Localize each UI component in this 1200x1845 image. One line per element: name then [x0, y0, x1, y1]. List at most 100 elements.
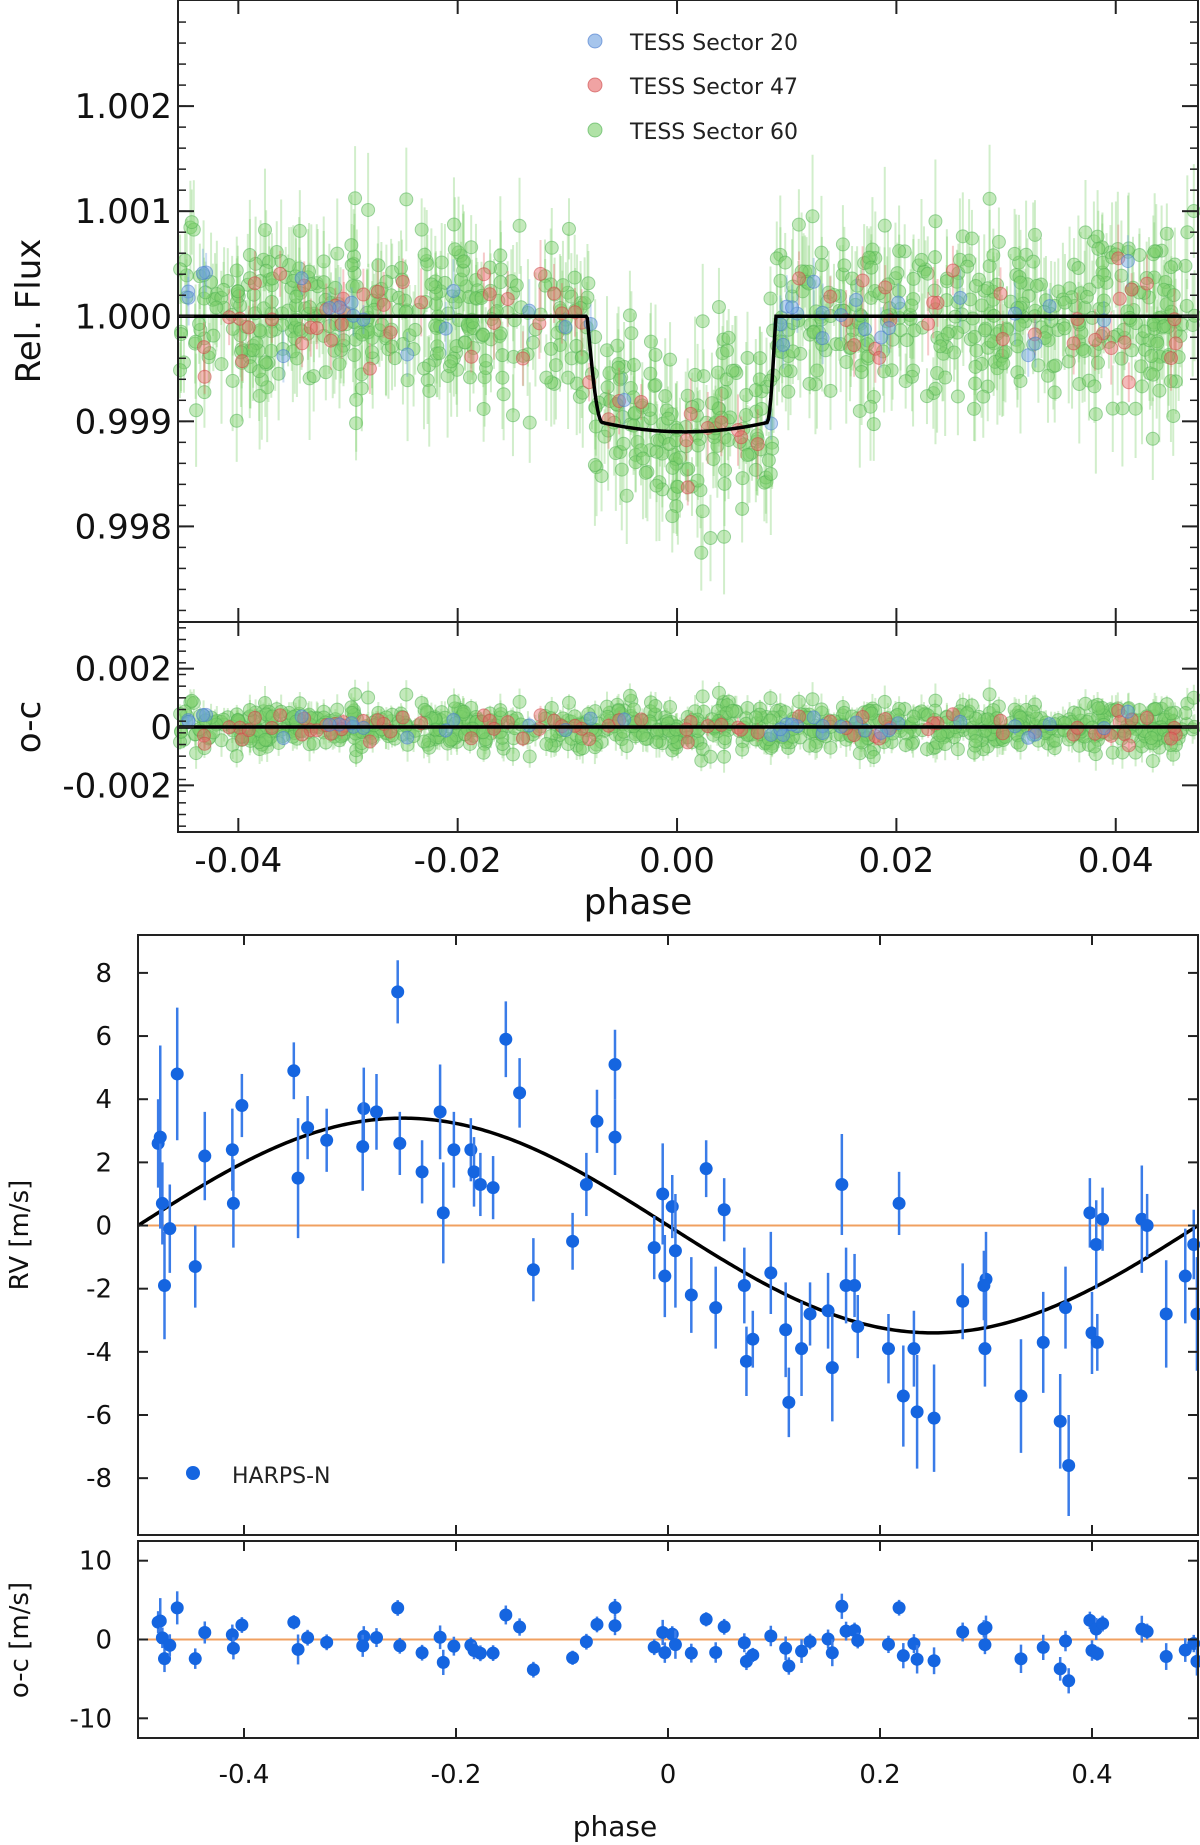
lc-point-sector-60-resid: [898, 738, 913, 752]
rv-point: [1089, 1237, 1103, 1251]
lc-point-sector-60: [1057, 295, 1072, 310]
lc-point-sector-60: [899, 333, 914, 348]
lc-point-sector-60: [661, 411, 676, 426]
rv-point: [158, 1279, 171, 1293]
lc-point-sector-60: [648, 378, 663, 393]
lc-point-sector-60: [1077, 343, 1092, 358]
lc-point-sector-60: [763, 291, 778, 306]
lc-point-sector-60: [348, 191, 363, 206]
rv-point: [1090, 1335, 1104, 1349]
rv-point: [779, 1323, 793, 1337]
lc-point-sector-60: [292, 223, 307, 238]
lc-point-sector-60: [630, 434, 645, 449]
lc-point-sector-60: [206, 328, 221, 343]
lc-point-sector-60-resid: [933, 728, 948, 743]
rv-point: [978, 1342, 992, 1356]
lc-point-sector-60: [544, 240, 559, 255]
lc-point-sector-60: [344, 238, 359, 253]
lc-point-sector-60: [791, 217, 806, 232]
lc-point-sector-60: [496, 387, 511, 402]
rv-point: [881, 1342, 895, 1356]
lc-point-sector-60: [967, 401, 982, 416]
lc-point-sector-60: [1179, 298, 1194, 313]
lc-point-sector-60: [696, 369, 711, 384]
rv-resid-point: [153, 1614, 167, 1628]
lc-point-sector-60: [611, 360, 626, 375]
lc-point-sector-60-resid: [635, 728, 650, 743]
lc-point-sector-60: [229, 263, 244, 278]
lc-point-sector-60: [478, 360, 493, 375]
lc-point-sector-60: [456, 254, 471, 269]
rv-xtick-label: -0.4: [219, 1760, 270, 1790]
rv-point: [737, 1279, 751, 1293]
lc-point-sector-60: [1078, 225, 1093, 240]
lc-point-sector-60-resid: [493, 703, 508, 718]
rv-point: [699, 1162, 713, 1176]
lc-point-sector-60: [857, 256, 872, 271]
lc-point-sector-60: [892, 284, 907, 299]
lc-point-sector-60: [706, 452, 721, 467]
lc-point-sector-60: [955, 229, 970, 244]
lc-point-sector-60-resid: [663, 700, 678, 715]
lc-point-sector-60: [1096, 293, 1111, 308]
lc-xtick-label: -0.04: [194, 841, 282, 881]
lc-point-sector-60: [968, 359, 983, 374]
lc-point-sector-60: [1166, 409, 1181, 424]
lc-point-sector-60: [716, 332, 731, 347]
lc-point-sector-20-resid: [294, 709, 309, 724]
lc-point-sector-60: [616, 436, 631, 451]
lc-point-sector-47: [247, 276, 262, 291]
rv-point: [608, 1130, 622, 1144]
lc-point-sector-60: [1115, 401, 1130, 416]
rv-point: [907, 1342, 921, 1356]
rv-resid-point: [163, 1638, 177, 1652]
rv-resid-ytick-label: 0: [95, 1626, 112, 1656]
lc-point-sector-60: [735, 501, 750, 516]
rv-point: [473, 1177, 487, 1191]
lc-point-sector-60: [610, 338, 625, 353]
lc-point-sector-60: [417, 247, 432, 262]
rv-resid-point: [356, 1639, 370, 1653]
rv-residual-plot-area: [138, 1591, 1200, 1694]
lc-point-sector-60: [904, 298, 919, 313]
rv-resid-point: [684, 1646, 698, 1660]
light-curve-residual-ylabel: o-c: [9, 701, 49, 753]
lc-point-sector-60: [214, 357, 229, 372]
lc-point-sector-47-resid: [921, 722, 936, 737]
rv-xtick-label: 0: [660, 1760, 677, 1790]
rv-point: [320, 1133, 334, 1147]
lc-point-sector-60-resid: [417, 702, 432, 717]
lc-point-sector-47: [855, 273, 870, 288]
lc-point-sector-47: [679, 433, 694, 448]
lc-point-sector-60: [1087, 379, 1102, 394]
lc-point-sector-60: [752, 351, 767, 366]
lc-point-sector-60: [1013, 373, 1028, 388]
rv-residual-ylabel: o-c [m/s]: [5, 1582, 35, 1698]
rv-point: [499, 1032, 513, 1046]
legend-label-sector-47: TESS Sector 47: [629, 75, 798, 100]
lc-point-sector-47-resid: [680, 735, 695, 750]
lc-point-sector-20-resid: [617, 712, 632, 727]
lc-point-sector-60: [289, 351, 304, 366]
light-curve-ylabel: Rel. Flux: [9, 239, 49, 384]
lc-point-sector-60: [1010, 365, 1025, 380]
lc-point-sector-60: [1105, 401, 1120, 416]
lc-point-sector-60: [346, 249, 361, 264]
lc-point-sector-60: [969, 343, 984, 358]
lc-point-sector-60: [1142, 333, 1157, 348]
lc-point-sector-60: [428, 297, 443, 312]
rv-point: [896, 1389, 910, 1403]
lc-xtick-label: 0.00: [639, 841, 715, 881]
lc-point-sector-60: [1168, 374, 1183, 389]
lc-point-sector-20: [344, 295, 359, 310]
rv-point: [764, 1266, 778, 1280]
lc-point-sector-60: [347, 348, 362, 363]
lc-point-sector-47-resid: [679, 722, 694, 737]
lc-point-sector-60: [316, 254, 331, 269]
lc-point-sector-47: [323, 333, 338, 348]
lc-point-sector-60-resid: [505, 747, 520, 762]
lc-point-sector-60: [349, 392, 364, 407]
rv-point: [393, 1136, 407, 1150]
lc-point-sector-60-resid: [476, 745, 491, 760]
rv-resid-point: [927, 1654, 941, 1668]
